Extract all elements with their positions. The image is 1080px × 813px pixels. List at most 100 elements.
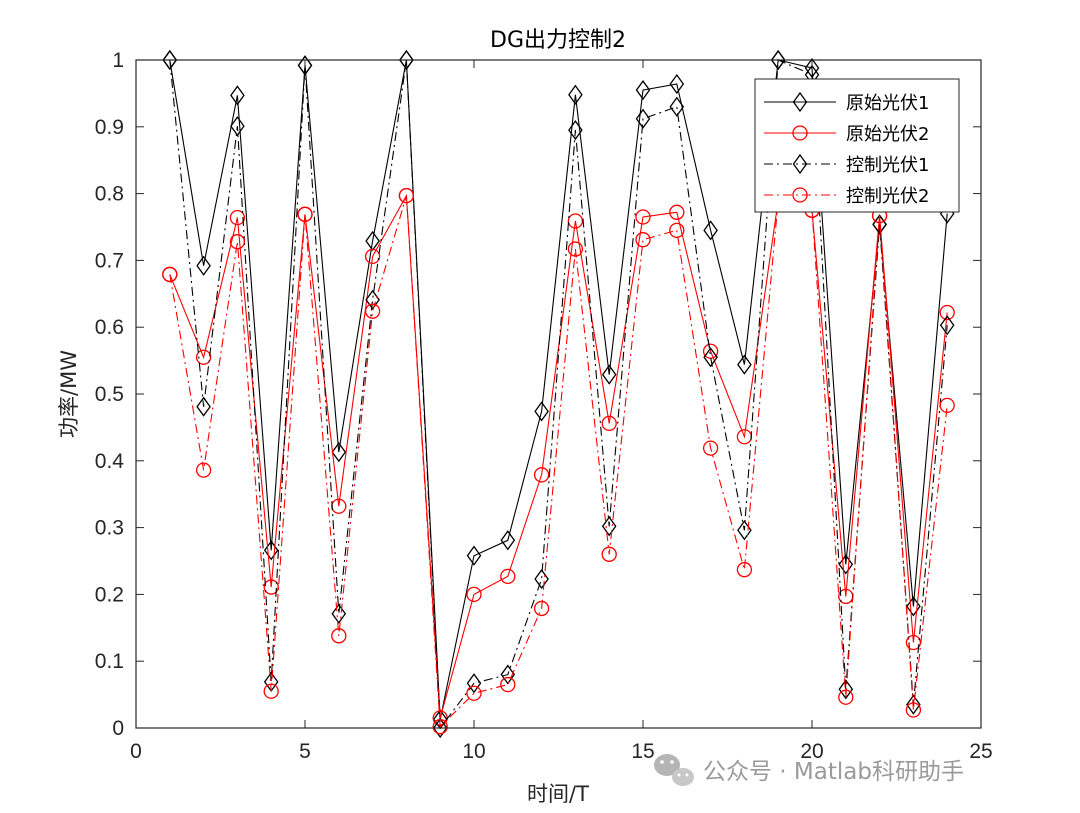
- data-point: [466, 685, 482, 701]
- data-point: [195, 349, 212, 365]
- data-point: [601, 516, 617, 537]
- data-point: [838, 554, 854, 575]
- data-point: [939, 315, 955, 336]
- data-point: [263, 683, 279, 699]
- legend-marker: [792, 125, 808, 141]
- data-point: [533, 600, 550, 617]
- data-point: [770, 49, 786, 71]
- ticks-layer: 0 5 10 15 20 25 0 0.1 0.2 0.3 0.4 0.5 0.6 0.7 0.8 0.9 1: [95, 49, 993, 763]
- data-point: [331, 603, 347, 624]
- legend-box: [754, 78, 960, 213]
- x-tick-label: 0: [130, 740, 142, 763]
- legend-label: 原始光伏2: [846, 124, 929, 145]
- y-tick-label: 0: [112, 717, 124, 740]
- legend-label: 原始光伏1: [846, 93, 929, 114]
- legend-label: 控制光伏2: [846, 186, 929, 207]
- data-point: [500, 568, 516, 585]
- data-point: [567, 213, 584, 229]
- y-tick-label: 0.9: [95, 116, 124, 139]
- x-tick-label: 20: [800, 740, 823, 763]
- data-point: [229, 209, 246, 226]
- data-point: [635, 209, 651, 225]
- data-point: [432, 717, 448, 739]
- data-point: [601, 364, 617, 385]
- data-point: [905, 702, 922, 718]
- data-point: [906, 694, 921, 715]
- data-point: [297, 206, 313, 222]
- y-tick-label: 0.1: [95, 650, 124, 673]
- data-point: [533, 467, 550, 483]
- data-point: [466, 545, 482, 566]
- data-point: [195, 462, 212, 478]
- legend-marker: [792, 153, 808, 175]
- data-point: [669, 73, 685, 95]
- data-point: [196, 396, 211, 417]
- data-point: [500, 530, 516, 551]
- data-point: [534, 568, 549, 590]
- data-point: [601, 546, 617, 562]
- y-tick-label: 0.8: [95, 183, 124, 206]
- data-point: [568, 84, 583, 105]
- x-tick-label: 25: [969, 740, 992, 763]
- data-point: [229, 234, 246, 250]
- y-axis-label: 功率/MW: [57, 350, 81, 438]
- data-point: [364, 248, 381, 265]
- data-point: [838, 679, 854, 700]
- data-point: [669, 222, 685, 238]
- series-line: [169, 195, 948, 728]
- data-point: [737, 354, 752, 375]
- x-tick-label: 10: [462, 740, 485, 763]
- data-point: [635, 79, 651, 101]
- data-point: [669, 204, 685, 220]
- data-point: [196, 255, 211, 276]
- data-point: [466, 673, 482, 694]
- data-point: [297, 55, 313, 76]
- data-point: [939, 397, 955, 414]
- data-point: [736, 562, 753, 578]
- data-point: [568, 120, 583, 141]
- series-line: [169, 193, 948, 719]
- data-point: [364, 303, 381, 319]
- data-point: [432, 719, 448, 735]
- watermark: 公众号 · Matlab科研助手: [654, 754, 964, 786]
- data-point: [500, 664, 516, 685]
- series-4: [162, 187, 955, 735]
- data-point: [534, 401, 549, 422]
- y-tick-label: 0.7: [95, 249, 124, 272]
- x-tick-label: 15: [631, 740, 654, 763]
- watermark-text: 公众号 · Matlab科研助手: [703, 759, 964, 785]
- legend: 原始光伏1 原始光伏2 控制光伏1 控制光伏2: [754, 78, 960, 213]
- data-point: [939, 304, 955, 321]
- legend-marker: [792, 187, 808, 203]
- data-point: [703, 220, 718, 241]
- y-tick-label: 1: [112, 49, 124, 72]
- data-point: [703, 347, 718, 368]
- data-point: [635, 108, 651, 129]
- wechat-icon: [654, 754, 694, 786]
- data-point: [230, 85, 245, 106]
- data-point: [331, 628, 347, 644]
- data-point: [162, 49, 178, 71]
- data-point: [230, 116, 245, 137]
- data-point: [567, 241, 584, 257]
- x-tick-label: 5: [299, 740, 311, 763]
- data-point: [331, 442, 347, 463]
- legend-label: 控制光伏1: [846, 155, 929, 176]
- data-point: [398, 187, 415, 204]
- data-point: [263, 579, 279, 595]
- data-point: [601, 415, 617, 432]
- y-tick-label: 0.2: [95, 583, 124, 606]
- data-point: [263, 540, 279, 561]
- y-tick-label: 0.3: [95, 517, 124, 540]
- data-point: [500, 676, 516, 693]
- y-tick-label: 0.5: [95, 383, 124, 406]
- y-tick-label: 0.4: [95, 450, 125, 473]
- legend-marker: [792, 91, 808, 113]
- data-point: [466, 586, 482, 603]
- chart-title: DG出力控制2: [490, 28, 626, 53]
- y-tick-label: 0.6: [95, 316, 124, 339]
- data-point: [669, 96, 685, 117]
- x-axis-label: 时间/T: [527, 782, 589, 806]
- data-point: [635, 232, 651, 248]
- data-point: [162, 266, 178, 283]
